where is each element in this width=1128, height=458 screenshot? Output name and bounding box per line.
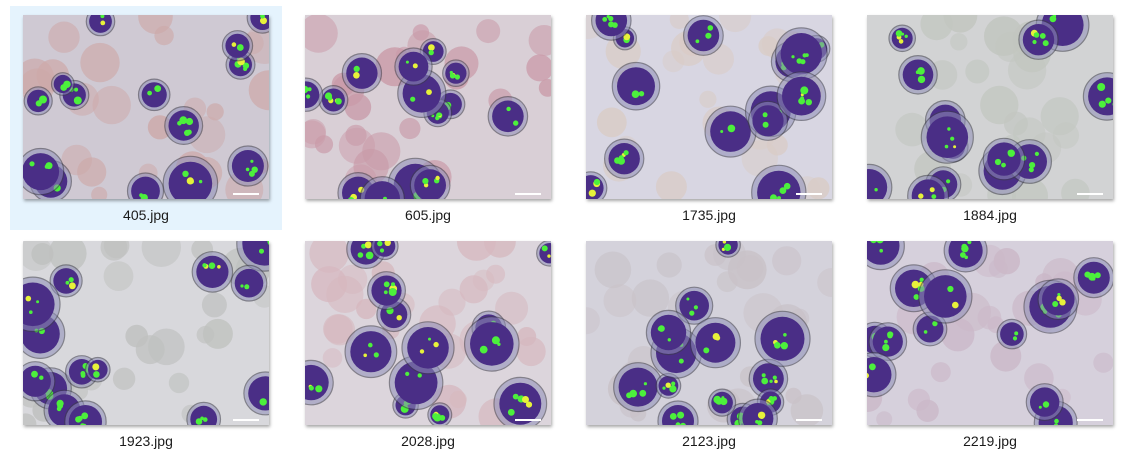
file-item[interactable]: 405.jpg [10, 6, 282, 230]
file-item[interactable]: 2123.jpg [573, 232, 845, 456]
file-item[interactable]: 2028.jpg [292, 232, 564, 456]
file-name: 2219.jpg [963, 433, 1017, 449]
blood-smear-thumbnail-icon [867, 15, 1113, 199]
file-name: 605.jpg [405, 207, 451, 223]
file-item[interactable]: 1735.jpg [573, 6, 845, 230]
file-name: 1884.jpg [963, 207, 1017, 223]
file-name: 1735.jpg [682, 207, 736, 223]
blood-smear-thumbnail-icon [586, 241, 832, 425]
file-item[interactable]: 605.jpg [292, 6, 564, 230]
blood-smear-thumbnail-icon [305, 15, 551, 199]
blood-smear-thumbnail-icon [23, 15, 269, 199]
blood-smear-thumbnail-icon [586, 15, 832, 199]
file-name: 2123.jpg [682, 433, 736, 449]
blood-smear-thumbnail-icon [23, 241, 269, 425]
blood-smear-thumbnail-icon [867, 241, 1113, 425]
file-item[interactable]: 2219.jpg [854, 232, 1126, 456]
file-name: 1923.jpg [119, 433, 173, 449]
blood-smear-thumbnail-icon [305, 241, 551, 425]
file-item[interactable]: 1884.jpg [854, 6, 1126, 230]
file-name: 405.jpg [123, 207, 169, 223]
file-item[interactable]: 1923.jpg [10, 232, 282, 456]
file-name: 2028.jpg [401, 433, 455, 449]
